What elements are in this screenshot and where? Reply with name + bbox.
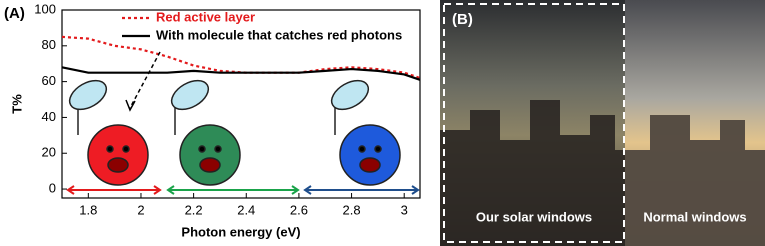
panel-label: (B) bbox=[452, 11, 473, 28]
legend-label: Red active layer bbox=[156, 9, 255, 24]
y-tick-label: 100 bbox=[34, 1, 56, 16]
x-tick-label: 3 bbox=[401, 202, 408, 217]
x-tick-label: 2.6 bbox=[290, 202, 308, 217]
y-tick-label: 0 bbox=[49, 180, 56, 195]
x-tick-label: 1.8 bbox=[79, 202, 97, 217]
x-tick-label: 2.2 bbox=[185, 202, 203, 217]
caption: Normal windows bbox=[643, 209, 746, 224]
y-tick-label: 80 bbox=[42, 37, 56, 52]
plot-frame bbox=[61, 9, 421, 199]
x-tick-label: 2.4 bbox=[237, 202, 255, 217]
caption: Our solar windows bbox=[476, 209, 592, 224]
line-series bbox=[61, 66, 421, 81]
y-tick-label: 40 bbox=[42, 109, 56, 124]
plot: 0 20 40 60 80 100 1.8 2 2.2 2.4 2.6 2.8 3 Photon ener… bbox=[9, 1, 421, 239]
x-tick-label: 2.8 bbox=[343, 202, 361, 217]
band-arrows bbox=[66, 185, 420, 195]
y-tick-label: 60 bbox=[42, 73, 56, 88]
cartoons bbox=[68, 51, 401, 186]
x-axis-label: Photon energy (eV) bbox=[181, 224, 300, 239]
photo: (B) Our solar windows Normal windows bbox=[440, 0, 765, 246]
panel-label: (A) bbox=[4, 5, 25, 22]
x-tick-label: 2 bbox=[137, 202, 144, 217]
y-tick-label: 20 bbox=[42, 145, 56, 160]
legend-label: With molecule that catches red photons bbox=[156, 27, 402, 42]
y-axis-label: T% bbox=[9, 94, 24, 114]
